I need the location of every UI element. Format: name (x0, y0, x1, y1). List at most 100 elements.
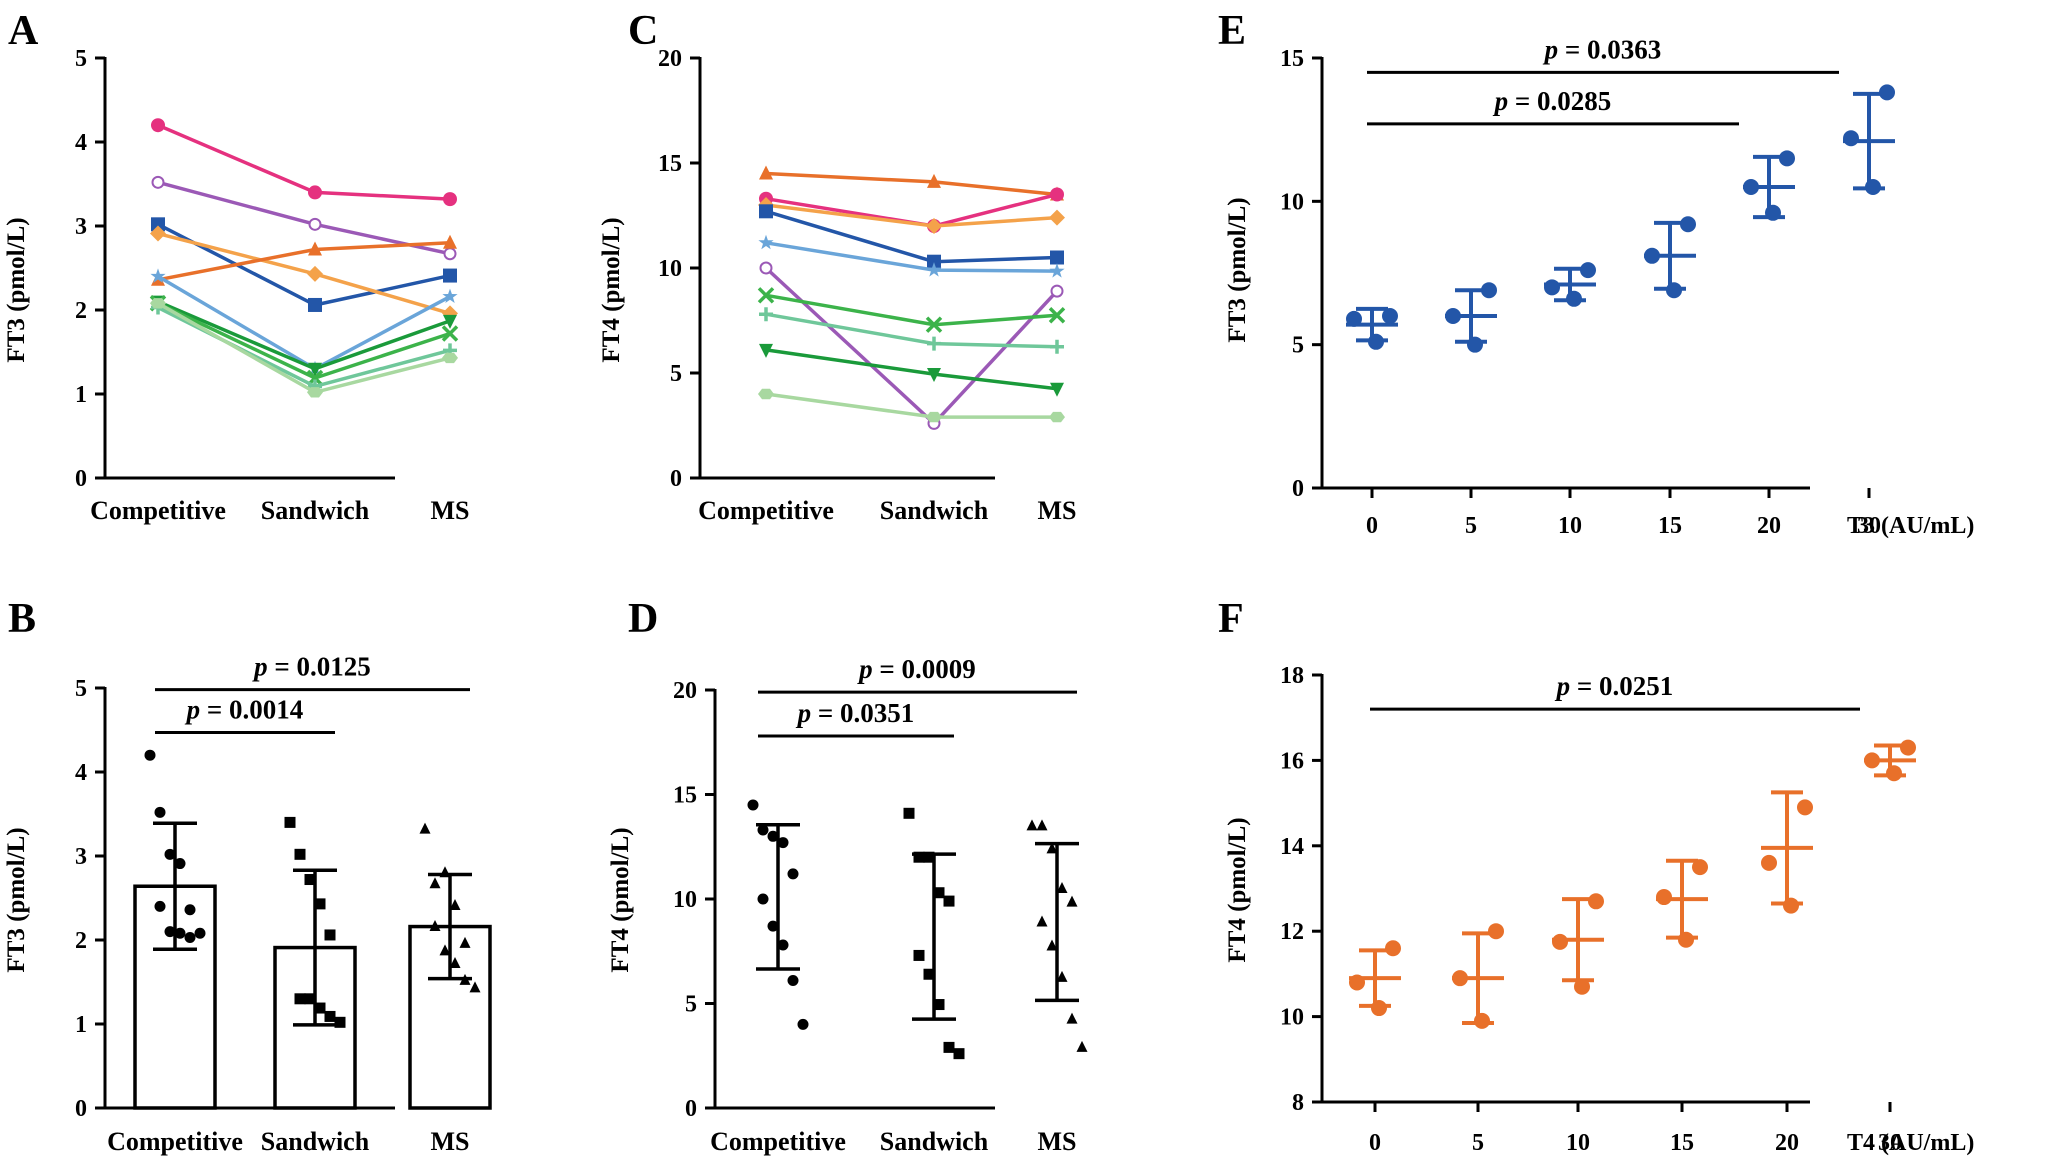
series-sample-8 (759, 307, 1064, 354)
data-point (439, 944, 451, 956)
data-point (429, 920, 441, 932)
data-point (1076, 1040, 1088, 1052)
data-point (758, 388, 774, 400)
data-point (927, 173, 941, 188)
data-point (923, 851, 935, 863)
y-axis-title: FT3 (pmol/L) (1224, 197, 1251, 342)
x-category-label: Competitive (90, 496, 226, 525)
data-point (1385, 940, 1401, 957)
panel-letter: F (1218, 596, 1244, 642)
data-point (777, 837, 789, 849)
data-point (953, 1048, 965, 1060)
data-point (449, 899, 461, 911)
data-point (1048, 307, 1066, 324)
data-point (151, 118, 165, 133)
series-sample-5 (758, 234, 1065, 278)
p-value-label: p = 0.0251 (1555, 671, 1674, 701)
data-point (1900, 739, 1916, 756)
data-point (459, 936, 471, 948)
x-category-label: Sandwich (880, 1127, 989, 1156)
panel-a: A 0 1 2 3 4 5 FT3 (pmol/L) Competitive Sandwich MS (3, 8, 470, 525)
data-point (1046, 842, 1058, 854)
panel-letter: A (8, 8, 39, 54)
data-point (150, 225, 166, 242)
data-point (308, 297, 322, 312)
p-value-label: p = 0.0285 (1493, 86, 1612, 116)
data-point (913, 851, 925, 863)
series-sample-4 (759, 204, 1064, 269)
data-point (419, 822, 431, 834)
y-tick-label: 10 (673, 887, 697, 913)
data-point (284, 816, 296, 828)
data-point (1066, 895, 1078, 907)
p-value-label: p = 0.0363 (1543, 34, 1662, 64)
panel-c: C 0 5 10 15 20 FT4 (pmol/L) Competitive Sandwich… (598, 8, 1077, 525)
data-point (1783, 897, 1799, 914)
series-sample-4 (150, 225, 458, 322)
data-point (1056, 882, 1068, 894)
data-point (1066, 1012, 1078, 1024)
data-point (164, 926, 176, 938)
y-tick-label: 16 (1280, 748, 1304, 774)
data-point (759, 204, 773, 219)
data-point (144, 749, 156, 761)
data-point (757, 287, 775, 304)
data-point (927, 336, 941, 351)
y-tick-label: 15 (658, 151, 682, 177)
series-line (157, 301, 451, 380)
data-point (1445, 308, 1461, 324)
data-point (1544, 279, 1560, 296)
x-category-label: 10 (1558, 513, 1582, 539)
series-line (157, 299, 451, 371)
series-sample-8 (149, 295, 459, 387)
data-point (1680, 216, 1696, 233)
data-point (943, 1041, 955, 1053)
data-point (1036, 819, 1048, 831)
y-tick-label: 10 (1280, 189, 1304, 215)
y-tick-label: 20 (658, 46, 682, 72)
x-category-label: 5 (1472, 1130, 1484, 1156)
data-point (324, 1010, 336, 1022)
data-point (151, 217, 165, 232)
y-axis-title: FT4 (pmol/L) (598, 217, 625, 362)
data-point (747, 799, 759, 811)
data-point (443, 314, 457, 329)
data-point (304, 874, 316, 886)
data-point (1467, 336, 1483, 353)
data-point (324, 929, 336, 941)
x-category-label: Sandwich (261, 1127, 370, 1156)
y-tick-label: 2 (75, 298, 87, 324)
data-point (1049, 263, 1065, 278)
x-category-label: 30 (1857, 513, 1881, 539)
x-category-label: 20 (1757, 513, 1781, 539)
data-point (1588, 893, 1604, 910)
x-category-label: Competitive (710, 1127, 846, 1156)
data-point (1566, 290, 1582, 307)
data-point (1349, 974, 1365, 991)
data-point (1678, 931, 1694, 948)
y-tick-label: 0 (670, 466, 682, 492)
data-point (759, 261, 773, 275)
p-value-label: p = 0.0014 (185, 695, 304, 725)
series-sample-3 (151, 217, 457, 312)
y-axis-title: FT3 (pmol/L) (3, 217, 30, 362)
data-point (797, 1018, 809, 1030)
data-point (1026, 819, 1038, 831)
data-point (443, 234, 457, 249)
data-point (314, 1002, 326, 1014)
data-point (1761, 854, 1777, 871)
x-category-label: 0 (1369, 1130, 1381, 1156)
x-category-label: 10 (1566, 1130, 1590, 1156)
data-point (767, 830, 779, 842)
data-point (443, 247, 457, 261)
data-point (1050, 339, 1064, 354)
data-point (757, 824, 769, 836)
data-point (1346, 310, 1362, 327)
data-point (903, 807, 915, 819)
data-point (1865, 179, 1881, 195)
data-point (926, 218, 942, 234)
series-sample-10 (758, 388, 1065, 423)
data-point (933, 999, 945, 1011)
